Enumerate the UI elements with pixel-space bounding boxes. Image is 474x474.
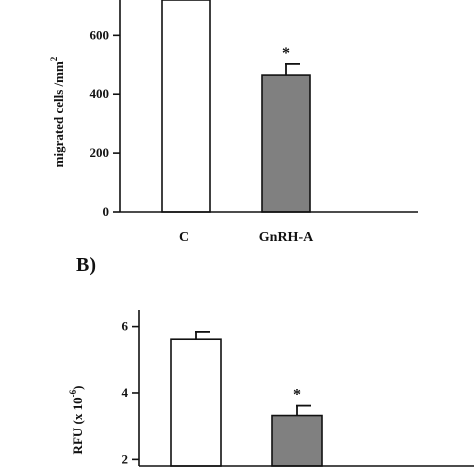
panel-b-chart: B) RFU (x 10-6) * 2 4 6 [68,254,474,467]
panel-a-category-label-2: GnRH-A [259,230,314,245]
panel-a-y-tick-label-1: 0 [103,204,110,219]
panel-a-y-axis-title: migrated cells /mm2 [49,56,66,167]
panel-b-bar-1 [170,338,222,467]
panel-b-label: B) [76,254,96,276]
panel-b-y-tick-label-1: 2 [122,451,129,466]
panel-a-y-tick-label-4: 600 [90,27,110,42]
panel-b-bar-2 [271,414,323,467]
panel-a-chart: migrated cells /mm2 C * GnRH-A 0 200 400 600 [49,0,418,245]
panel-b-significance-2: * [293,387,301,404]
panel-b-y-tick-label-3: 6 [122,319,129,334]
panel-a-y-tick-label-3: 400 [90,86,110,101]
panel-b-y-axis-title: RFU (x 10-6) [68,386,85,455]
panel-a-bar-1 [161,0,211,213]
panel-a-bar-2 [261,74,311,213]
panel-a-y-tick-label-2: 200 [90,145,110,160]
panel-a-category-label-1: C [179,230,189,245]
panel-a-significance-2: * [282,45,290,62]
panel-b-y-tick-label-2: 4 [122,385,129,400]
